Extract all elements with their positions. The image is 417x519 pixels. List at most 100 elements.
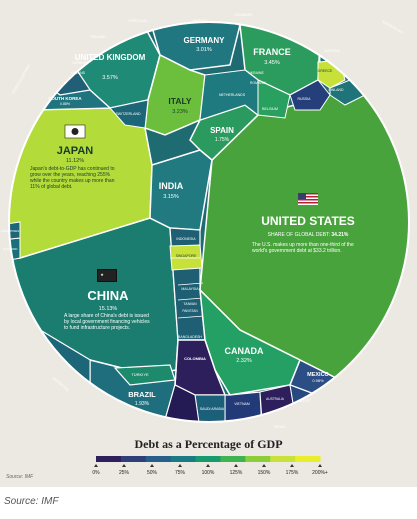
label-bangladesh: PAKISTAN [182, 309, 198, 313]
label-philippines: PHILIPPINES [1, 229, 20, 233]
label-indonesia: INDONESIA [176, 237, 196, 241]
legend-ticks: 0% 25% 50% 75% 100% 125% 150% 175% 200%+ [92, 464, 328, 476]
label-switzerland: SWITZERLAND [115, 112, 141, 116]
legend-tick-label: 75% [175, 470, 186, 476]
label-brazil: BRAZIL [128, 390, 156, 399]
label-india: INDIA [159, 181, 184, 191]
label-spain: SPAIN [210, 126, 234, 135]
label-france-share: 3.45% [264, 60, 280, 66]
label-netherlands: NETHERLANDS [219, 93, 246, 97]
svg-text:★: ★ [100, 272, 104, 277]
legend-tick-mark [94, 464, 98, 467]
label-russia: RUSSIA [297, 97, 311, 101]
label-austria: AUSTRIA [324, 49, 340, 53]
label-mexico: MEXICO [307, 372, 329, 378]
label-israel: EGYPT [299, 399, 312, 403]
legend-tick-mark [318, 464, 322, 467]
label-south-korea: SOUTH KOREA [48, 96, 82, 101]
us-flag-icon [298, 193, 318, 205]
label-norway: NORWAY [72, 61, 88, 65]
legend-swatch [145, 456, 172, 462]
japan-flag-icon [64, 124, 86, 139]
legend-tick-mark [234, 464, 238, 467]
label-ireland: IRELAND [90, 35, 106, 39]
label-spain-share: 1.75% [215, 137, 230, 143]
legend-tick-mark [290, 464, 294, 467]
legend-tick-label: 175% [286, 470, 299, 476]
label-vietnam: BANGLADESH [178, 335, 202, 339]
label-egypt: SAUDI ARABIA [200, 407, 225, 411]
inner-source: Source: IMF [6, 474, 34, 480]
legend-tick-mark [262, 464, 266, 467]
legend-swatch [96, 456, 122, 462]
label-us-share-label: SHARE OF GLOBAL DEBT: [268, 232, 330, 238]
label-malaysia: THAILAND [3, 247, 19, 251]
label-italy-share: 3.23% [172, 109, 188, 115]
label-portugal: PORTUGAL [128, 19, 147, 23]
label-canada: CANADA [225, 346, 264, 356]
legend-tick-mark [150, 464, 154, 467]
label-brazil-share: 1.93% [135, 401, 150, 407]
label-romania: ROMANIA [250, 81, 267, 85]
label-italy: ITALY [168, 96, 191, 106]
label-united-states: UNITED STATES [261, 214, 355, 228]
legend-swatch [195, 456, 221, 462]
legend-tick-label: 25% [119, 470, 130, 476]
svg-text:SHARE OF GLOBAL DEBT: 34.21%: SHARE OF GLOBAL DEBT: 34.21% [268, 232, 349, 238]
label-belgium: BELGIUM [262, 107, 278, 111]
legend-tick-mark [122, 464, 126, 467]
label-germany: GERMANY [184, 36, 226, 45]
label-india-share: 3.15% [163, 194, 179, 200]
legend-tick-label: 125% [230, 470, 243, 476]
cell-singapore [169, 244, 203, 271]
label-uk-share: 3.57% [102, 75, 118, 81]
cell-argentina [113, 364, 176, 386]
legend-tick-label: 0% [92, 470, 100, 476]
cell-egypt [194, 394, 226, 422]
legend-bar [96, 456, 321, 462]
cell-mexico[interactable] [289, 358, 417, 421]
label-united-kingdom: UNITED KINGDOM [75, 53, 146, 62]
label-finland: FINLAND [329, 88, 344, 92]
legend-tick-label: 100% [202, 470, 215, 476]
cell-australia [224, 391, 263, 422]
label-sweden: SWEDEN [192, 19, 208, 23]
legend-tick-label: 200%+ [312, 470, 328, 476]
label-kazakhstan: OTHER COUNTRIES [11, 63, 32, 95]
label-us-share: 34.21% [331, 232, 349, 238]
label-row: KAZAKHSTAN [382, 20, 404, 35]
label-turkiye: ISRAEL [274, 425, 287, 429]
cell-russia [289, 79, 331, 111]
legend-swatch [120, 456, 147, 462]
label-ukraine: UKRAINE [248, 71, 264, 75]
legend-title: Debt as a Percentage of GDP [134, 437, 283, 451]
label-japan: JAPAN [57, 145, 94, 157]
label-france: FRANCE [253, 47, 291, 57]
legend-tick-label: 150% [258, 470, 271, 476]
legend-swatch [245, 456, 271, 462]
note-us: The U.S. makes up more than one-third of… [252, 242, 354, 254]
legend-tick-label: 50% [147, 470, 158, 476]
label-mexico-share: 0.98% [312, 378, 324, 383]
note-china: A large share of China's debt is issued … [64, 313, 150, 331]
legend-swatch [270, 456, 296, 462]
label-other-countries: COLOMBIA [184, 356, 206, 361]
color-legend: 0% 25% 50% 75% 100% 125% 150% 175% 200%+ [92, 456, 328, 476]
label-colombia: ARGENTINA [52, 376, 71, 393]
label-saudi-arabia: AUSTRALIA [266, 397, 285, 401]
label-taiwan: MALAYSIA [181, 287, 199, 291]
label-japan-share: 11.12% [66, 158, 84, 164]
label-greece: GREECE [318, 69, 333, 73]
label-south-korea-share: 0.88% [60, 102, 70, 106]
legend-swatch [170, 456, 197, 462]
label-australia: VIETNAM [234, 402, 250, 406]
label-china: CHINA [87, 288, 129, 303]
legend-swatch [220, 456, 246, 462]
legend-swatch [295, 456, 321, 462]
note-japan: Japan's debt-to-GDP has continued to gro… [30, 166, 115, 190]
label-argentina: TÜRKIYE [131, 372, 149, 377]
legend-tick-mark [178, 464, 182, 467]
circle-outline [8, 21, 410, 423]
caption: Source: IMF [4, 496, 59, 507]
label-canada-share: 2.32% [236, 358, 252, 364]
